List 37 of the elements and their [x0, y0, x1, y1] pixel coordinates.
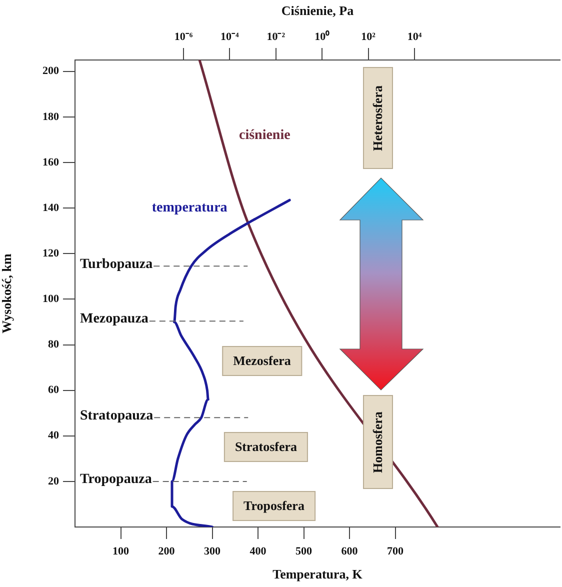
ref-line-label: Stratopauza [80, 408, 154, 424]
y-tick-label: 120 [42, 247, 60, 260]
x-tick-label: 300 [204, 545, 222, 558]
x-tick-label: 400 [250, 545, 267, 558]
x2-tick-label: 10² [361, 31, 376, 44]
series-label: temperatura [152, 200, 228, 216]
x2-tick-label: 10⁴ [407, 31, 422, 44]
x2-tick-label: 10⁻² [266, 31, 286, 44]
y-tick-label: 140 [42, 202, 60, 214]
x-tick-label: 700 [387, 545, 404, 558]
y-tick-label: 40 [48, 430, 60, 442]
x-tick-label: 500 [296, 545, 313, 558]
x2-tick-label: 10⁻⁶ [174, 31, 194, 44]
x-tick-label: 100 [112, 545, 130, 558]
label-box: Homosfera [363, 395, 393, 489]
series-label: ciśnienie [238, 128, 290, 144]
ref-line-label: Turbopauza [80, 256, 153, 272]
x2-tick-label: 10⁰ [314, 30, 330, 44]
y-tick-label: 100 [42, 293, 60, 306]
ref-line-label: Tropopauza [80, 472, 152, 488]
x2-axis-title: Ciśnienie, Pa [281, 3, 354, 18]
y-tick-label: 60 [48, 384, 60, 396]
ref-line-label: Mezopauza [80, 312, 148, 327]
y-tick-label: 20 [48, 475, 60, 488]
label-box: Stratosfera [224, 432, 308, 462]
y-axis-title: Wysokość, km [0, 253, 14, 334]
x-axis-title: Temperatura, K [272, 566, 364, 582]
y-tick-label: 80 [48, 338, 60, 351]
y-tick-label: 160 [42, 156, 60, 168]
label-box: Heterosfera [363, 67, 393, 169]
x2-tick-label: 10⁻⁴ [220, 31, 240, 44]
x-tick-label: 200 [158, 545, 176, 558]
y-tick-label: 200 [42, 65, 60, 78]
label-box: Troposfera [232, 491, 316, 521]
x-tick-label: 600 [341, 545, 358, 558]
y-tick-label: 180 [42, 110, 60, 123]
label-box: Mezosfera [222, 346, 302, 376]
